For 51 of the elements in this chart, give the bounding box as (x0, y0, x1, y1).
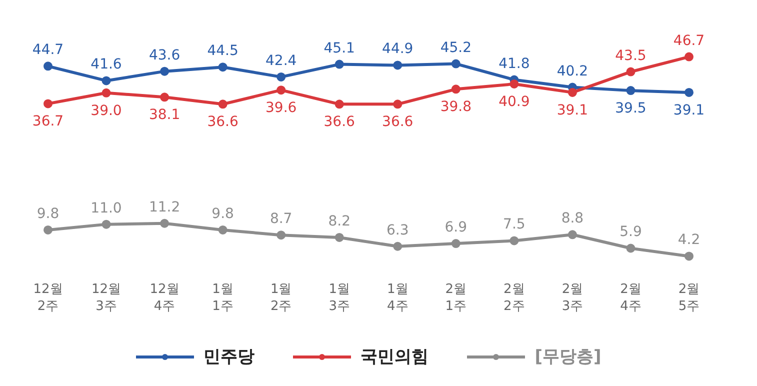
data-label: 39.6 (266, 100, 297, 116)
data-label: 40.9 (498, 94, 530, 110)
data-label: 38.1 (148, 107, 180, 124)
data-label: 9.8 (36, 206, 60, 222)
data-label: 36.6 (382, 114, 414, 130)
x-tick-label: 12월 2주 (33, 282, 63, 314)
data-label: 8.2 (328, 213, 350, 230)
data-label: 44.5 (207, 43, 238, 60)
legend-label: 국민의힘 (360, 346, 429, 368)
x-tick-label: 2월 3주 (562, 282, 584, 314)
data-label: 41.6 (90, 56, 122, 73)
legend-label: 민주당 (204, 346, 255, 368)
data-label: 45.2 (440, 40, 472, 56)
data-label: 11.0 (90, 200, 122, 216)
data-label: 4.2 (678, 232, 700, 248)
data-label: 39.0 (90, 102, 122, 119)
data-label: 43.5 (615, 48, 646, 64)
x-tick-label: 2월 5주 (678, 282, 700, 314)
data-label: 6.3 (386, 222, 409, 238)
x-tick-label: 1월 1주 (212, 282, 234, 314)
x-tick-label: 2월 1주 (445, 282, 467, 314)
data-label: 42.4 (266, 52, 297, 69)
data-label: 7.5 (503, 216, 526, 233)
data-label: 8.8 (561, 210, 584, 227)
legend-label: [무당층] (534, 346, 602, 368)
data-label: 5.9 (620, 224, 642, 240)
x-tick-label: 1월 2주 (270, 282, 292, 314)
data-label: 36.6 (324, 114, 356, 130)
data-label: 41.8 (498, 56, 530, 72)
x-tick-label: 12월 3주 (92, 282, 122, 314)
data-label: 39.8 (440, 99, 472, 116)
data-label: 44.7 (32, 42, 64, 58)
data-label: 39.1 (556, 102, 588, 118)
data-label: 40.2 (556, 63, 588, 80)
data-label: 36.7 (32, 114, 64, 130)
data-label: 6.9 (444, 220, 468, 236)
data-label: 8.7 (270, 211, 292, 228)
x-tick-label: 1월 4주 (386, 282, 408, 314)
x-tick-label: 2월 2주 (504, 282, 525, 314)
data-label: 36.6 (207, 114, 238, 130)
data-label: 39.5 (615, 100, 646, 117)
data-label: 9.8 (212, 206, 234, 222)
data-label: 11.2 (148, 199, 180, 216)
data-label: 44.9 (382, 41, 414, 58)
x-tick-label: 12월 4주 (150, 282, 180, 314)
data-label: 39.1 (673, 102, 705, 118)
data-label: 46.7 (673, 32, 705, 49)
data-label: 45.1 (324, 40, 355, 56)
x-tick-label: 1월 3주 (328, 282, 350, 314)
data-label: 43.6 (148, 47, 180, 64)
x-tick-label: 2월 4주 (620, 282, 642, 314)
